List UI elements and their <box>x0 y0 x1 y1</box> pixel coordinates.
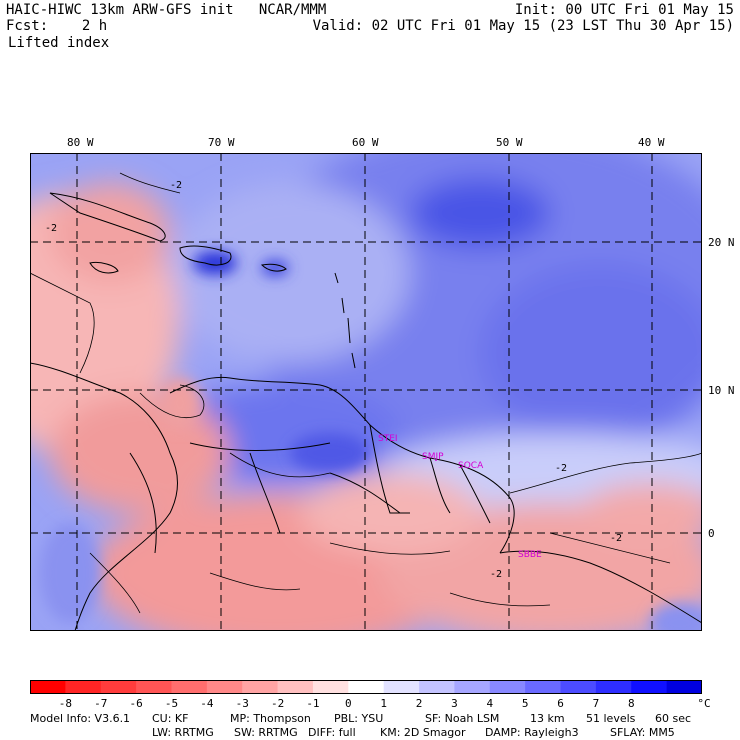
latitude-label-10n: 10 N <box>708 384 735 397</box>
colorbar-swatch <box>454 680 491 694</box>
mp-scheme: MP: Thompson <box>230 712 311 725</box>
colorbar-tick-label: -4 <box>200 697 214 710</box>
colorbar-tick-label: 3 <box>451 697 458 710</box>
km-scheme: KM: 2D Smagor <box>380 726 466 739</box>
station-label-stei: STEI <box>378 434 398 444</box>
coastlines <box>30 192 702 631</box>
model-info: Model Info: V3.6.1 <box>30 712 131 725</box>
contour-label: -2 <box>555 463 567 474</box>
colorbar-swatch <box>312 680 349 694</box>
map-canvas: -2 -2 -2 -2 -2 STEI SMJP SOCA SBBE <box>30 153 702 631</box>
contours <box>30 172 702 614</box>
model-title: HAIC-HIWC 13km ARW-GFS init NCAR/MMM <box>6 2 327 18</box>
colorbar-tick-label: -6 <box>129 697 143 710</box>
colorbar-tick-label: -1 <box>306 697 320 710</box>
station-label-sbbe: SBBE <box>518 550 542 560</box>
colorbar-swatch <box>666 680 703 694</box>
colorbar-swatch <box>136 680 172 694</box>
colorbar-swatch <box>206 680 243 694</box>
vertical-levels: 51 levels <box>586 712 636 725</box>
sf-scheme: SF: Noah LSM <box>425 712 500 725</box>
colorbar-swatch <box>348 680 385 694</box>
valid-time: Valid: 02 UTC Fri 01 May 15 (23 LST Thu … <box>312 18 734 34</box>
contour-label: -2 <box>45 223 57 234</box>
time-step: 60 sec <box>655 712 692 725</box>
colorbar-swatch <box>65 680 102 694</box>
colorbar-frame <box>30 680 702 694</box>
station-label-soca: SOCA <box>458 461 484 471</box>
pbl-scheme: PBL: YSU <box>334 712 384 725</box>
graticule <box>30 153 702 631</box>
colorbar-swatch <box>277 680 314 694</box>
colorbar-tick-label: 6 <box>557 697 564 710</box>
colorbar-swatch <box>560 680 597 694</box>
colorbar-swatch <box>525 680 562 694</box>
contour-label: -2 <box>490 569 502 580</box>
latitude-label-20n: 20 N <box>708 236 735 249</box>
station-label-smjp: SMJP <box>422 452 444 462</box>
colorbar-tick-label: 8 <box>627 697 635 710</box>
longitude-label-40w: 40 W <box>638 136 665 149</box>
longitude-label-60w: 60 W <box>352 136 379 149</box>
field-name: Lifted index <box>8 35 110 51</box>
map-frame <box>30 153 702 631</box>
lifted-index-map: -2 -2 -2 -2 -2 STEI SMJP SOCA SBBE <box>30 153 702 631</box>
colorbar-swatch <box>100 680 137 694</box>
damp-scheme: DAMP: Rayleigh3 <box>485 726 579 739</box>
forecast-hour: Fcst: 2 h <box>6 18 108 34</box>
colorbar-tick-label: 4 <box>486 697 494 710</box>
colorbar-tick-label: 0 <box>345 697 352 710</box>
longitude-label-70w: 70 W <box>208 136 235 149</box>
colorbar-tick-label: -7 <box>94 697 108 710</box>
lw-scheme: LW: RRTMG <box>152 726 214 739</box>
colorbar-tick-label: 1 <box>380 697 387 710</box>
colorbar-tick-label: -3 <box>235 697 249 710</box>
colorbar-tick-label: 7 <box>592 697 600 710</box>
latitude-label-0: 0 <box>708 527 715 540</box>
cu-scheme: CU: KF <box>152 712 189 725</box>
diff-scheme: DIFF: full <box>308 726 356 739</box>
colorbar-swatch <box>631 680 668 694</box>
colorbar-swatch <box>419 680 455 694</box>
contour-label: -2 <box>610 533 622 544</box>
longitude-label-80w: 80 W <box>67 136 94 149</box>
colorbar-swatch <box>595 680 632 694</box>
sw-scheme: SW: RRTMG <box>234 726 298 739</box>
colorbar-swatch <box>383 680 420 694</box>
colorbar-tick-label: -2 <box>270 697 285 710</box>
colorbar-swatches <box>30 680 703 694</box>
colorbar-swatch <box>171 680 208 694</box>
colorbar-tick-label: 5 <box>521 697 529 710</box>
colorbar-swatch <box>242 680 279 694</box>
colorbar-swatch <box>30 680 66 694</box>
grid-spacing: 13 km <box>530 712 565 725</box>
colorbar-tick-label: -5 <box>164 697 179 710</box>
init-time: Init: 00 UTC Fri 01 May 15 <box>514 2 734 18</box>
colorbar-swatch <box>489 680 526 694</box>
sflay-scheme: SFLAY: MM5 <box>610 726 675 739</box>
colorbar <box>30 680 703 700</box>
longitude-label-50w: 50 W <box>496 136 523 149</box>
contour-label: -2 <box>170 180 182 191</box>
colorbar-tick-label: 2 <box>415 697 423 710</box>
colorbar-unit: °C <box>697 697 711 710</box>
colorbar-tick-label: -8 <box>58 697 72 710</box>
